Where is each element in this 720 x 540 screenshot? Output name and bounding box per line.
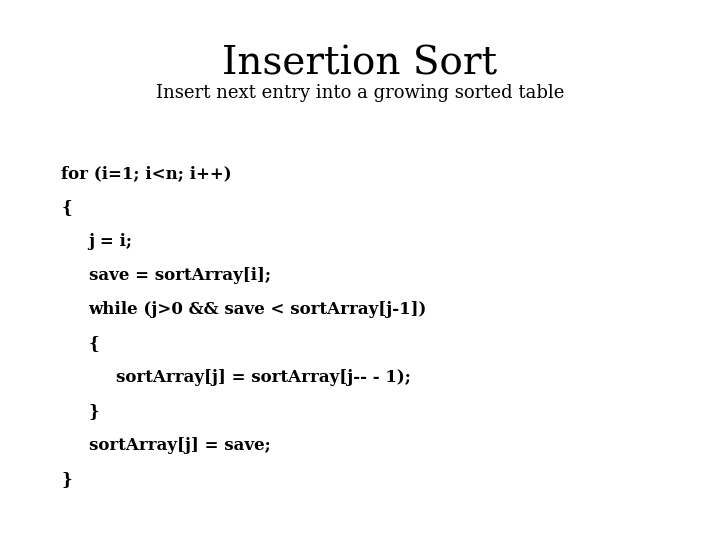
Text: while (j>0 && save < sortArray[j-1]): while (j>0 && save < sortArray[j-1]): [89, 301, 427, 318]
Text: save = sortArray[i];: save = sortArray[i];: [89, 267, 271, 284]
Text: }: }: [89, 403, 99, 420]
Text: j = i;: j = i;: [89, 233, 132, 249]
Text: Insertion Sort: Insertion Sort: [222, 46, 498, 83]
Text: {: {: [61, 199, 72, 215]
Text: }: }: [61, 471, 72, 488]
Text: {: {: [89, 335, 99, 352]
Text: sortArray[j] = sortArray[j-- - 1);: sortArray[j] = sortArray[j-- - 1);: [116, 369, 411, 386]
Text: sortArray[j] = save;: sortArray[j] = save;: [89, 437, 270, 454]
Text: Insert next entry into a growing sorted table: Insert next entry into a growing sorted …: [156, 84, 564, 102]
Text: for (i=1; i<n; i++): for (i=1; i<n; i++): [61, 165, 232, 181]
